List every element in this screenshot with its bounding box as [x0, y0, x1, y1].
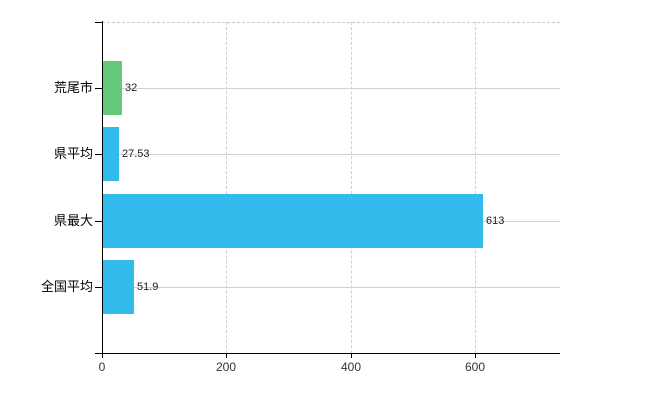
y-axis-end-tick: [95, 22, 102, 23]
x-tick-label: 200: [215, 360, 237, 374]
bar-value-label: 613: [486, 215, 505, 227]
x-axis-tick: [226, 353, 227, 358]
category-label: 全国平均: [40, 279, 93, 294]
x-tick-label: 0: [98, 360, 106, 374]
plot-top-border: [102, 22, 560, 23]
horizontal-gridline: [102, 287, 560, 288]
horizontal-gridline: [102, 154, 560, 155]
x-axis-tick: [475, 353, 476, 358]
bar-value-label: 51.9: [137, 281, 159, 293]
plot-area: 32 荒尾市 27.53 県平均 613 県最大 51.9 全国平均 0 200 400 600: [41, 22, 560, 374]
x-tick-label: 600: [464, 360, 486, 374]
category-label: 県平均: [53, 146, 93, 161]
y-axis-tick: [95, 154, 102, 155]
y-axis-tick: [95, 88, 102, 89]
bar-value-label: 27.53: [122, 148, 150, 160]
vertical-gridline: [475, 22, 477, 353]
vertical-gridline: [226, 22, 228, 353]
y-axis-line: [102, 21, 103, 353]
category-label: 荒尾市: [53, 80, 93, 95]
vertical-gridline: [350, 22, 352, 353]
horizontal-gridline: [102, 88, 560, 89]
bar-荒尾市[interactable]: [102, 61, 122, 115]
category-label: 県最大: [53, 213, 93, 228]
x-axis-line: [95, 353, 560, 354]
x-axis-tick: [102, 353, 103, 358]
x-axis-tick: [351, 353, 352, 358]
bar-県最大[interactable]: [102, 194, 483, 248]
x-tick-label: 400: [340, 360, 362, 374]
bar-県平均[interactable]: [102, 127, 119, 181]
y-axis-tick: [95, 221, 102, 222]
bar-value-label: 32: [125, 82, 138, 94]
y-axis-tick: [95, 287, 102, 288]
bar-全国平均[interactable]: [102, 260, 134, 314]
